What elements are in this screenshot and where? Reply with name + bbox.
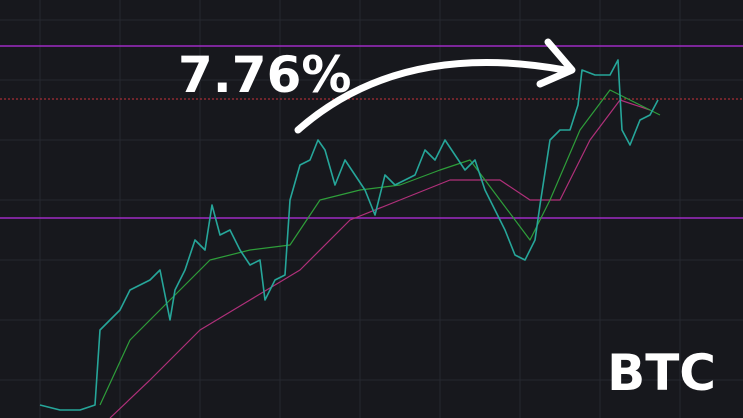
plot-area [0, 45, 743, 418]
series-line [39, 59, 659, 411]
arrow-head [536, 38, 576, 88]
arrow [294, 59, 569, 134]
annotation: 7.76% [178, 46, 351, 104]
series-line [109, 99, 651, 418]
chart-title: BTC [607, 344, 716, 402]
series-line [99, 89, 661, 406]
